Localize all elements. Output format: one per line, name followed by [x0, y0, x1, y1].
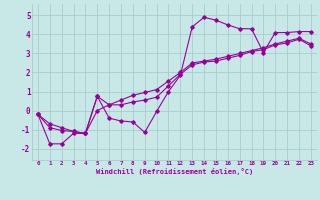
X-axis label: Windchill (Refroidissement éolien,°C): Windchill (Refroidissement éolien,°C) — [96, 168, 253, 175]
